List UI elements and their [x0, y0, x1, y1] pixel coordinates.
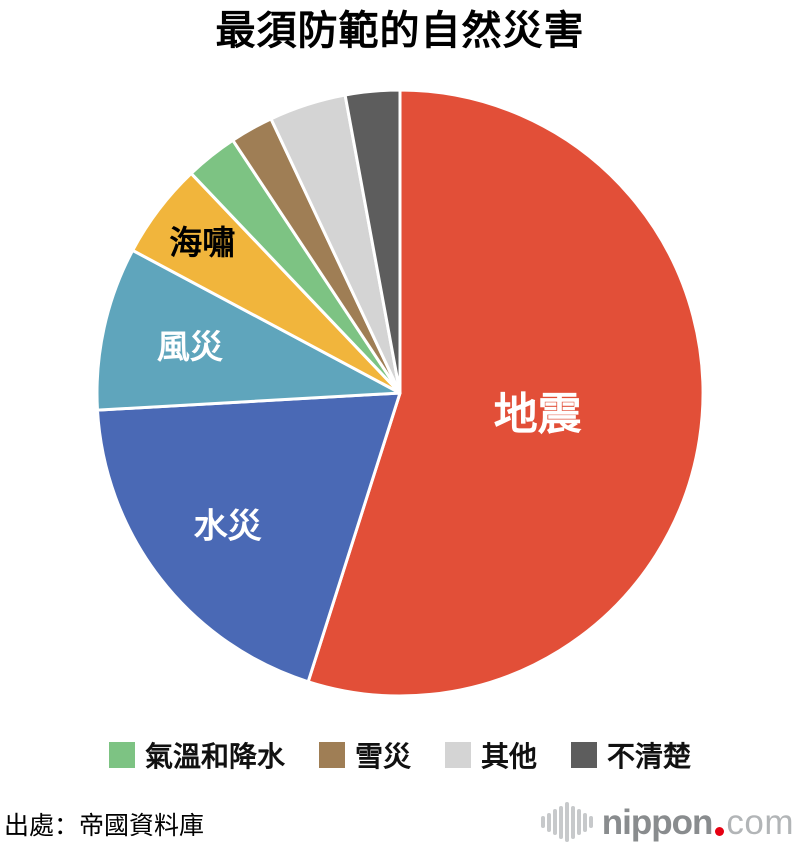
legend-swatch-other — [445, 742, 471, 768]
brand-text-light: com — [726, 802, 794, 842]
legend-label: 其他 — [481, 741, 538, 772]
source-note: 出處：帝國資料庫 — [4, 812, 205, 840]
brand-text-bold: nippon — [601, 802, 714, 842]
legend-item-temperature-precipitation: 氣溫和降水 — [108, 735, 285, 775]
legend-label: 雪災 — [354, 741, 411, 772]
legend-swatch-unknown — [571, 742, 598, 768]
pie-slice-0 — [306, 88, 705, 698]
pie-slice-label-0: 地震 — [494, 390, 583, 439]
pie-chart-area: 地震水災 風災 海嘯 — [0, 75, 800, 705]
legend-item-snow-damage: 雪災 — [318, 735, 411, 775]
legend-label: 氣溫和降水 — [144, 741, 285, 772]
legend-swatch-temperature-precipitation — [108, 742, 135, 768]
legend-item-other: 其他 — [445, 735, 537, 775]
audio-wave-icon — [541, 802, 593, 842]
pie-slice-label-3: 海嘯 — [169, 224, 235, 261]
legend-swatch-snow-damage — [318, 742, 345, 768]
legend-item-unknown: 不清楚 — [571, 735, 691, 775]
chart-title: 最須防範的自然災害 — [215, 9, 585, 53]
legend-label: 不清楚 — [607, 741, 692, 772]
chart-legend: 氣溫和降水 雪災 其他 不清楚 — [0, 735, 800, 775]
brand-dot-icon — [715, 826, 725, 836]
brand-wordmark: nippon com — [602, 805, 794, 840]
pie-slice-7 — [343, 88, 402, 395]
pie-slice-label-2: 風災 — [157, 328, 223, 365]
pie-slice-2 — [95, 248, 402, 412]
pie-slice-label-1: 水災 — [194, 508, 262, 546]
chart-footer: 出處：帝國資料庫 nippon com — [0, 802, 800, 850]
pie-slice-1 — [95, 391, 402, 684]
nippon-com-logo: nippon com — [541, 802, 794, 842]
